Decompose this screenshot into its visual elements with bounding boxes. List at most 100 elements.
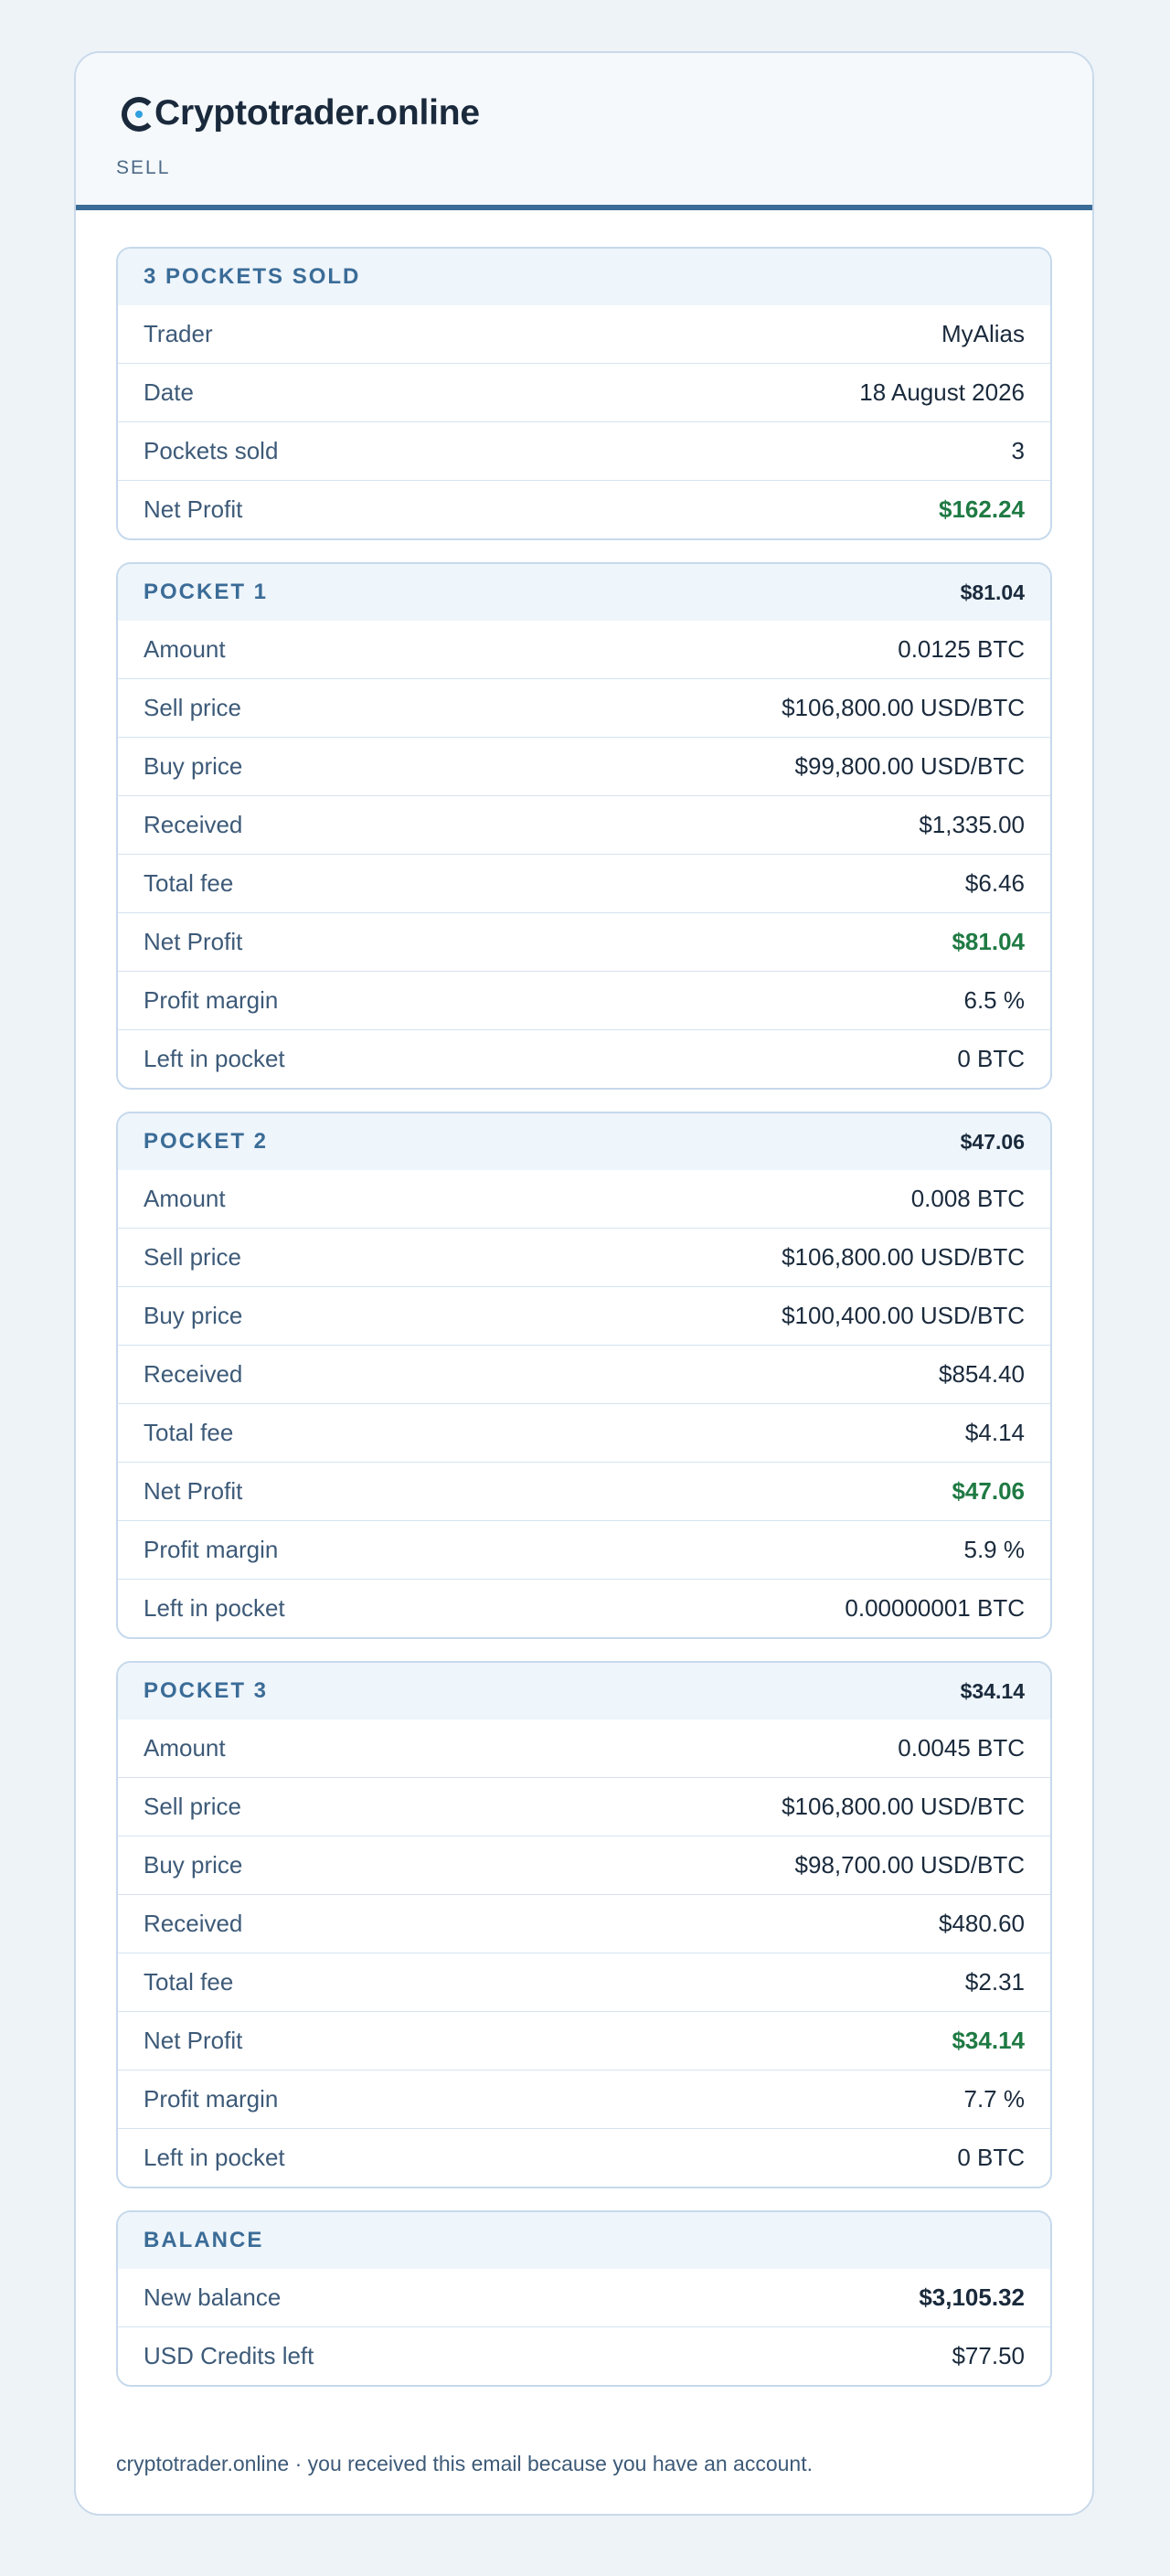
pocket-2-header: POCKET 2 $47.06 bbox=[118, 1113, 1050, 1170]
row-value: $100,400.00 USD/BTC bbox=[782, 1302, 1025, 1329]
row-value: 0 BTC bbox=[957, 2144, 1025, 2171]
row-value: $4.14 bbox=[964, 1419, 1025, 1446]
row-label: New balance bbox=[144, 2283, 282, 2311]
row-label: Profit margin bbox=[144, 1536, 279, 1563]
row-value: 5.9 % bbox=[963, 1536, 1026, 1563]
net-profit-value: $47.06 bbox=[952, 1477, 1025, 1505]
row-value: 0 BTC bbox=[957, 1045, 1025, 1072]
pocket-title: POCKET 2 bbox=[144, 1129, 269, 1154]
new-balance-value: $3,105.32 bbox=[919, 2283, 1025, 2311]
pocket-1-header: POCKET 1 $81.04 bbox=[118, 564, 1050, 621]
balance-header: BALANCE bbox=[118, 2212, 1050, 2269]
row-value: 6.5 % bbox=[963, 986, 1026, 1014]
summary-row-date: Date 18 August 2026 bbox=[118, 363, 1050, 421]
balance-title: BALANCE bbox=[144, 2228, 264, 2252]
row-label: Net Profit bbox=[144, 1477, 243, 1505]
pocket-total: $47.06 bbox=[960, 1129, 1025, 1154]
row-label: Total fee bbox=[144, 869, 234, 897]
row-value: 3 bbox=[1011, 437, 1025, 464]
row-label: Sell price bbox=[144, 1793, 241, 1820]
row-value: $98,700.00 USD/BTC bbox=[794, 1851, 1025, 1879]
pocket-row-total-fee: Total fee $2.31 bbox=[118, 1953, 1050, 2011]
pocket-row-buy-price: Buy price $99,800.00 USD/BTC bbox=[118, 737, 1050, 795]
pocket-2-box: POCKET 2 $47.06 Amount 0.008 BTC Sell pri… bbox=[116, 1112, 1052, 1639]
row-label: Buy price bbox=[144, 752, 243, 780]
row-label: Received bbox=[144, 1360, 243, 1388]
pocket-1-box: POCKET 1 $81.04 Amount 0.0125 BTC Sell pr… bbox=[116, 562, 1052, 1090]
row-value: 18 August 2026 bbox=[859, 378, 1025, 406]
row-value: $106,800.00 USD/BTC bbox=[782, 1793, 1025, 1820]
row-label: Buy price bbox=[144, 1302, 243, 1329]
row-value: $854.40 bbox=[939, 1360, 1025, 1388]
pocket-row-amount: Amount 0.0045 BTC bbox=[118, 1719, 1050, 1777]
pocket-title: POCKET 3 bbox=[144, 1678, 269, 1703]
row-value: $1,335.00 bbox=[919, 811, 1025, 838]
row-label: Total fee bbox=[144, 1419, 234, 1446]
row-label: Total fee bbox=[144, 1968, 234, 1996]
row-value: 7.7 % bbox=[963, 2085, 1026, 2113]
pocket-row-received: Received $854.40 bbox=[118, 1345, 1050, 1403]
balance-row-new-balance: New balance $3,105.32 bbox=[118, 2269, 1050, 2326]
pocket-row-total-fee: Total fee $6.46 bbox=[118, 854, 1050, 912]
row-label: Amount bbox=[144, 1734, 226, 1762]
brand-logo: Cryptotrader.online bbox=[122, 93, 480, 133]
net-profit-value: $81.04 bbox=[952, 928, 1025, 955]
row-value: MyAlias bbox=[941, 320, 1025, 347]
brand-name: Cryptotrader.online bbox=[154, 93, 480, 133]
row-value: $480.60 bbox=[939, 1910, 1025, 1937]
row-label: Left in pocket bbox=[144, 2144, 285, 2171]
email-subtitle: SELL bbox=[116, 157, 171, 178]
row-value: 0.008 BTC bbox=[910, 1185, 1025, 1212]
pocket-row-net-profit: Net Profit $47.06 bbox=[118, 1462, 1050, 1520]
summary-box: 3 POCKETS SOLD Trader MyAlias Date 18 Au… bbox=[116, 247, 1052, 540]
pocket-row-buy-price: Buy price $100,400.00 USD/BTC bbox=[118, 1286, 1050, 1345]
pocket-3-header: POCKET 3 $34.14 bbox=[118, 1663, 1050, 1719]
pocket-total: $81.04 bbox=[960, 580, 1025, 604]
summary-title: 3 POCKETS SOLD bbox=[144, 264, 361, 289]
row-value: $106,800.00 USD/BTC bbox=[782, 1243, 1025, 1271]
row-value: $99,800.00 USD/BTC bbox=[794, 752, 1025, 780]
row-label: Amount bbox=[144, 1185, 226, 1212]
net-profit-value: $34.14 bbox=[952, 2027, 1025, 2054]
pocket-title: POCKET 1 bbox=[144, 580, 269, 604]
pocket-row-sell-price: Sell price $106,800.00 USD/BTC bbox=[118, 1777, 1050, 1836]
row-value: 0.0125 BTC bbox=[898, 635, 1025, 663]
row-label: Sell price bbox=[144, 694, 241, 721]
email-header: Cryptotrader.online SELL bbox=[76, 53, 1092, 210]
row-value: 0.00000001 BTC bbox=[845, 1594, 1025, 1622]
row-label: Net Profit bbox=[144, 495, 243, 523]
pocket-row-amount: Amount 0.0125 BTC bbox=[118, 621, 1050, 678]
row-label: Received bbox=[144, 1910, 243, 1937]
pocket-row-profit-margin: Profit margin 7.7 % bbox=[118, 2070, 1050, 2128]
row-label: Sell price bbox=[144, 1243, 241, 1271]
row-value: $106,800.00 USD/BTC bbox=[782, 694, 1025, 721]
row-value: $2.31 bbox=[964, 1968, 1025, 1996]
pocket-row-profit-margin: Profit margin 6.5 % bbox=[118, 971, 1050, 1029]
row-value: 0.0045 BTC bbox=[898, 1734, 1025, 1762]
pocket-row-received: Received $480.60 bbox=[118, 1894, 1050, 1953]
pocket-row-left-in-pocket: Left in pocket 0.00000001 BTC bbox=[118, 1579, 1050, 1637]
pocket-row-net-profit: Net Profit $81.04 bbox=[118, 912, 1050, 971]
balance-row-usd-credits: USD Credits left $77.50 bbox=[118, 2326, 1050, 2385]
row-label: USD Credits left bbox=[144, 2342, 314, 2369]
row-label: Left in pocket bbox=[144, 1045, 285, 1072]
email-card: Cryptotrader.online SELL 3 POCKETS SOLD … bbox=[74, 51, 1094, 2516]
summary-header: 3 POCKETS SOLD bbox=[118, 249, 1050, 305]
pocket-row-sell-price: Sell price $106,800.00 USD/BTC bbox=[118, 678, 1050, 737]
usd-credits-value: $77.50 bbox=[952, 2342, 1025, 2369]
row-label: Trader bbox=[144, 320, 213, 347]
row-label: Profit margin bbox=[144, 986, 279, 1014]
pocket-total: $34.14 bbox=[960, 1678, 1025, 1703]
pocket-row-received: Received $1,335.00 bbox=[118, 795, 1050, 854]
summary-row-pockets-sold: Pockets sold 3 bbox=[118, 421, 1050, 480]
row-label: Net Profit bbox=[144, 928, 243, 955]
row-label: Amount bbox=[144, 635, 226, 663]
row-label: Profit margin bbox=[144, 2085, 279, 2113]
pocket-row-net-profit: Net Profit $34.14 bbox=[118, 2011, 1050, 2070]
row-label: Net Profit bbox=[144, 2027, 243, 2054]
c-circle-logo-icon bbox=[122, 97, 156, 132]
summary-row-net-profit: Net Profit $162.24 bbox=[118, 480, 1050, 538]
email-footer: cryptotrader.online · you received this … bbox=[116, 2452, 813, 2475]
pocket-row-profit-margin: Profit margin 5.9 % bbox=[118, 1520, 1050, 1579]
balance-box: BALANCE New balance $3,105.32 USD Credit… bbox=[116, 2210, 1052, 2387]
